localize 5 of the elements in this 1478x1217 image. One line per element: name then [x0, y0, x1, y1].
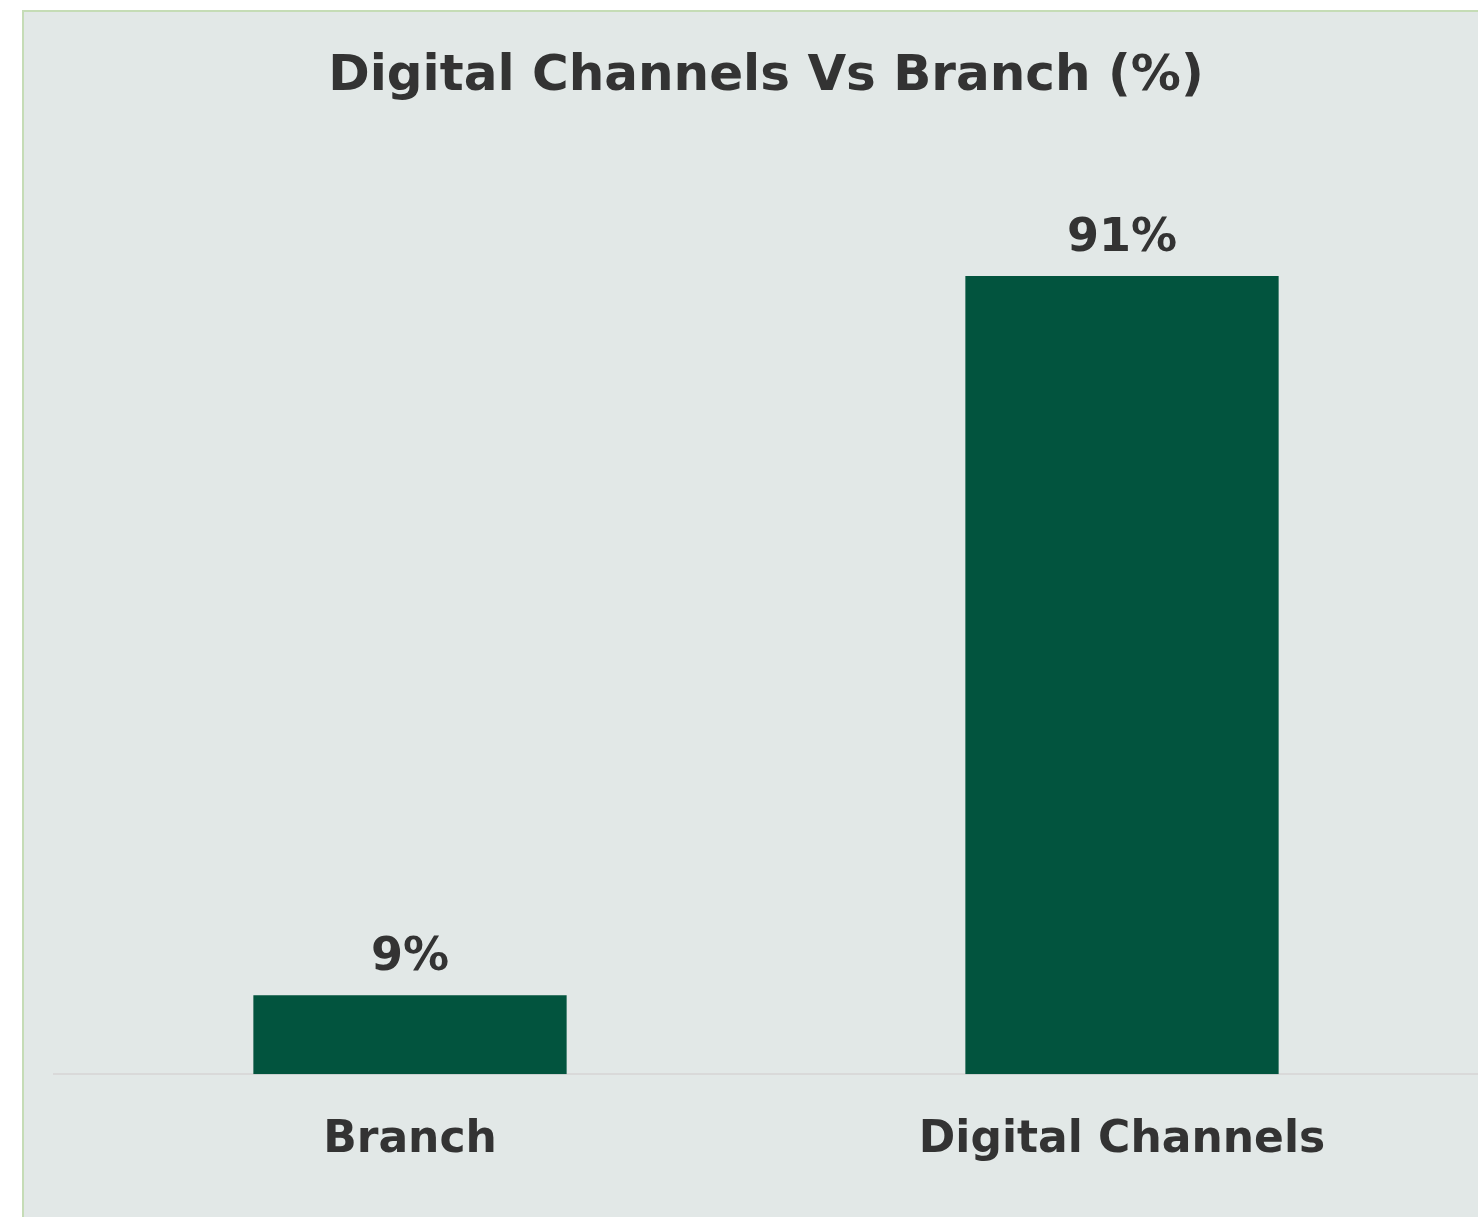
- data-label: 9%: [370, 927, 450, 982]
- x-tick-label: Digital Channels: [918, 1111, 1326, 1163]
- x-tick-label: Branch: [323, 1111, 497, 1163]
- chart-title: Digital Channels Vs Branch (%): [328, 43, 1204, 102]
- data-label: 91%: [1066, 207, 1178, 262]
